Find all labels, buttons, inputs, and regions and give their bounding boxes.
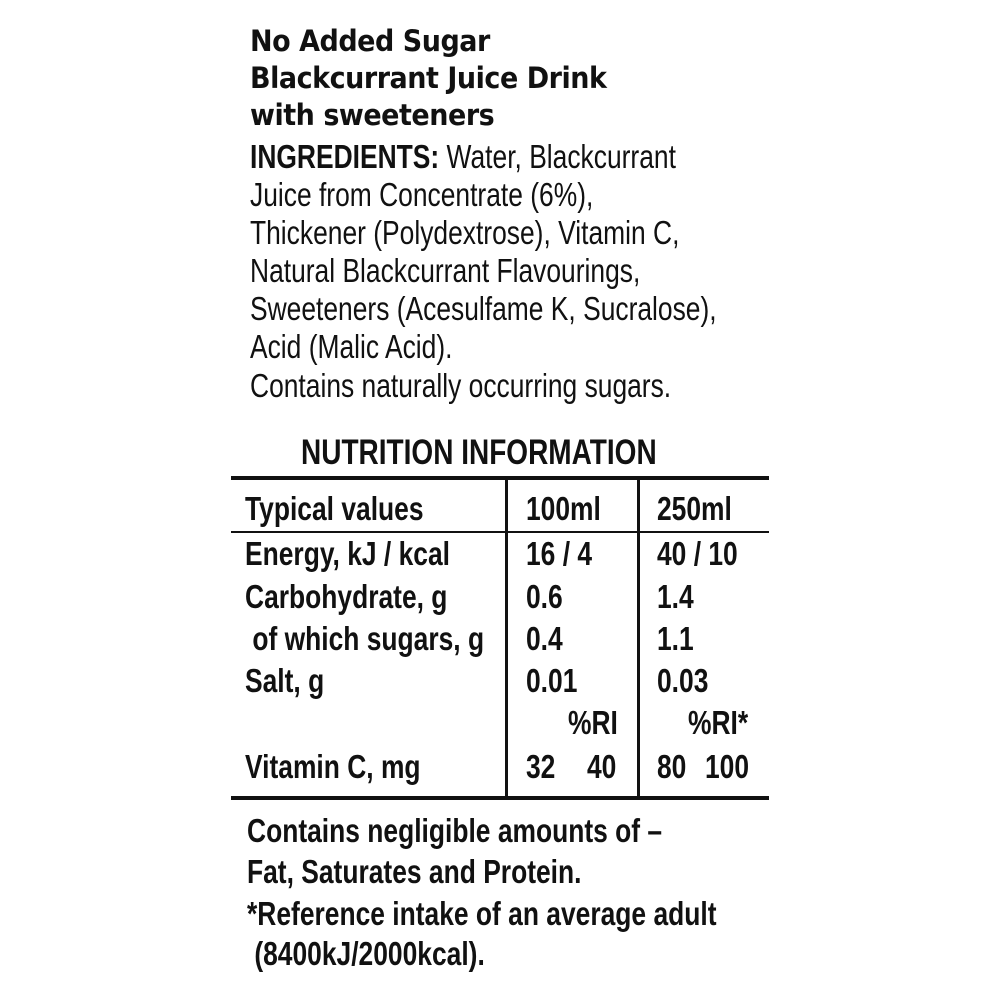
title-line: with sweeteners — [250, 98, 495, 132]
vitamin-c-ri-100ml: 40 — [587, 748, 617, 785]
ri-label-100ml: %RI — [568, 704, 618, 741]
title-line: Blackcurrant Juice Drink — [250, 61, 607, 95]
row-value-250ml: 40 / 10 — [657, 535, 738, 572]
ingredients-line: Natural Blackcurrant Flavourings, — [250, 252, 641, 289]
header-typical-values: Typical values — [245, 490, 424, 527]
ingredients-line: Juice from Concentrate (6%), — [250, 176, 594, 213]
vitamin-c-250ml: 80 — [657, 748, 687, 785]
row-value-100ml: 0.01 — [526, 662, 578, 699]
title-line: No Added Sugar — [250, 24, 490, 58]
row-label: Salt, g — [245, 662, 325, 699]
row-value-100ml: 0.6 — [526, 578, 563, 615]
ingredients-line: INGREDIENTS: Water, Blackcurrant — [250, 140, 676, 173]
row-label: Energy, kJ / kcal — [245, 535, 450, 572]
row-value-100ml: 0.4 — [526, 620, 563, 657]
nutrition-heading: NUTRITION INFORMATION — [301, 433, 657, 472]
ingredients-line: Sweeteners (Acesulfame K, Sucralose), — [250, 290, 717, 327]
row-value-250ml: 1.4 — [657, 578, 694, 615]
ingredients-text: Water, Blackcurrant — [446, 138, 676, 175]
ingredients-line: Thickener (Polydextrose), Vitamin C, — [250, 214, 680, 251]
row-value-250ml: 1.1 — [657, 620, 694, 657]
row-value-250ml: 0.03 — [657, 662, 709, 699]
footer-line: Fat, Saturates and Protein. — [247, 853, 582, 890]
ri-label-250ml: %RI* — [688, 704, 749, 741]
footer-line: Contains negligible amounts of – — [247, 812, 663, 849]
header-rule — [231, 531, 769, 533]
row-label: of which sugars, g — [245, 620, 485, 657]
table-bottom-rule — [231, 796, 769, 800]
vitamin-c-100ml: 32 — [526, 748, 556, 785]
row-value-100ml: 16 / 4 — [526, 535, 593, 572]
table-top-rule — [231, 476, 769, 480]
vitamin-c-ri-250ml: 100 — [705, 748, 750, 785]
column-divider — [637, 478, 640, 798]
ingredients-line: Contains naturally occurring sugars. — [250, 367, 672, 404]
ingredients-label: INGREDIENTS: — [250, 138, 440, 175]
header-250ml: 250ml — [657, 490, 732, 527]
footer-line: *Reference intake of an average adult — [247, 895, 717, 932]
row-label: Vitamin C, mg — [245, 748, 421, 785]
footer-line: (8400kJ/2000kcal). — [247, 935, 485, 972]
row-label: Carbohydrate, g — [245, 578, 448, 615]
column-divider — [505, 478, 508, 798]
header-100ml: 100ml — [526, 490, 601, 527]
ingredients-line: Acid (Malic Acid). — [250, 328, 453, 365]
